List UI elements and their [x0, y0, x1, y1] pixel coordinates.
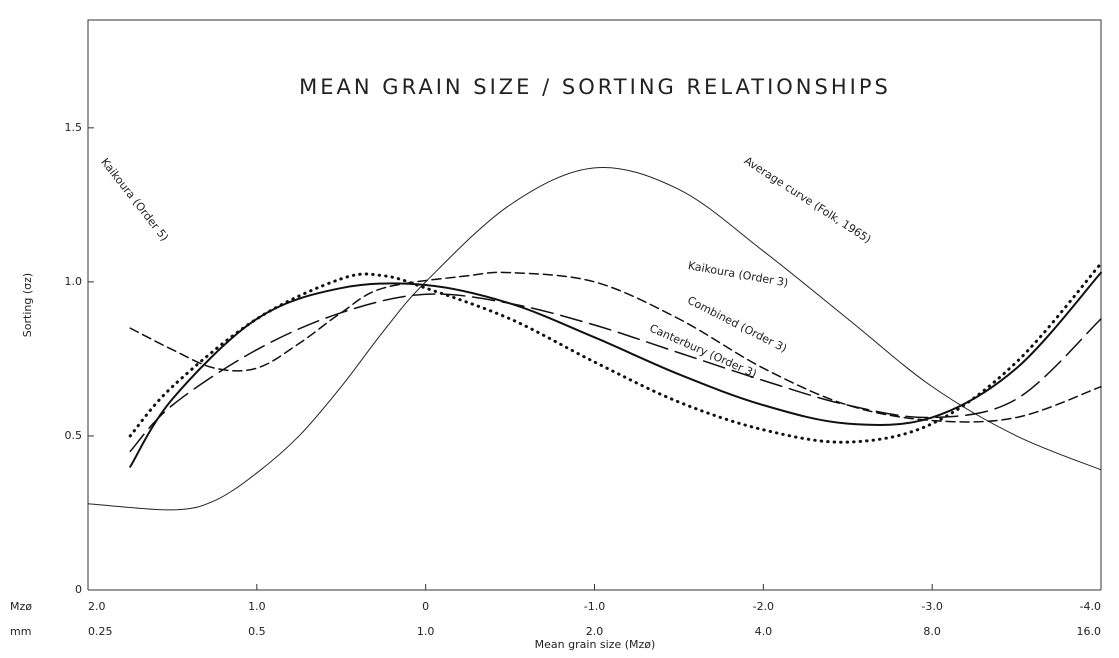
x-tick-label: -1.0 — [584, 600, 605, 613]
mm-label: 1.0 — [417, 625, 435, 638]
y-tick-label: 1.0 — [65, 275, 83, 288]
x-tick-label: -4.0 — [1080, 600, 1101, 613]
mm-label: 0.25 — [88, 625, 113, 638]
y-tick-label: 0 — [75, 583, 82, 596]
y-tick-label: 1.5 — [65, 121, 83, 134]
x-tick-label: -3.0 — [921, 600, 942, 613]
series-line — [129, 271, 1102, 468]
series-line — [129, 293, 1102, 453]
x-tick-label: 2.0 — [88, 600, 106, 613]
series-label: Kaikoura (Order 3) — [687, 259, 789, 289]
y-tick-label: 0.5 — [65, 429, 83, 442]
mm-label: 0.5 — [248, 625, 266, 638]
mm-label: 16.0 — [1077, 625, 1102, 638]
mm-label: 2.0 — [586, 625, 604, 638]
series-label: Average curve (Folk, 1965) — [742, 154, 874, 246]
x-axis-label: Mean grain size (Mzø) — [535, 638, 656, 651]
x-row-label: Mzø — [10, 600, 32, 613]
plot-frame — [87, 19, 1102, 590]
chart-title: MEAN GRAIN SIZE / SORTING RELATIONSHIPS — [299, 75, 891, 99]
mm-label: 8.0 — [923, 625, 941, 638]
mm-row-label: mm — [10, 625, 31, 638]
series-label: Kaikoura (Order 5) — [98, 156, 171, 244]
series-line — [129, 271, 1102, 423]
y-axis-label: Sorting (σz) — [21, 273, 34, 337]
x-tick-label: -2.0 — [753, 600, 774, 613]
series-line — [128, 261, 1103, 444]
mm-label: 4.0 — [755, 625, 773, 638]
x-tick-label: 0 — [422, 600, 429, 613]
x-tick-label: 1.0 — [248, 600, 266, 613]
series-line — [87, 166, 1102, 511]
